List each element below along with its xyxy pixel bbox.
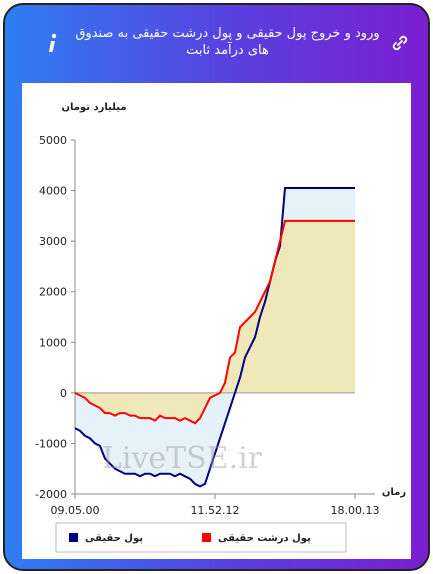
chart-panel: میلیارد تومان زمان -2000 -1000 0 1000 2000 3000… bbox=[22, 83, 411, 559]
y-tick-label: 3000 bbox=[39, 235, 67, 248]
watermark: LiveTSE.ir bbox=[102, 441, 263, 476]
y-tick-label: 5000 bbox=[39, 134, 67, 147]
series-area bbox=[75, 220, 355, 424]
x-tick-label: 11.52.12 bbox=[191, 504, 240, 517]
legend-swatch bbox=[69, 533, 78, 542]
link-icon[interactable] bbox=[390, 33, 410, 53]
legend-label: پول حقیقی bbox=[85, 533, 143, 544]
y-tick-label: 1000 bbox=[39, 336, 67, 349]
chart-title: ورود و خروج پول حقیقی و پول درشت حقیقی ب… bbox=[75, 26, 380, 58]
x-axis-label: زمان bbox=[382, 487, 406, 498]
y-tick-label: 0 bbox=[60, 387, 67, 400]
legend-swatch bbox=[202, 533, 211, 542]
y-tick-label: 4000 bbox=[39, 185, 67, 198]
legend-label: پول درشت حقیقی bbox=[218, 533, 311, 544]
y-tick-label: -1000 bbox=[35, 437, 67, 450]
legend-box bbox=[55, 522, 347, 553]
y-tick-label: 2000 bbox=[39, 286, 67, 299]
series-line bbox=[74, 187, 355, 488]
info-icon[interactable] bbox=[41, 31, 65, 55]
card: ورود و خروج پول حقیقی و پول درشت حقیقی ب… bbox=[3, 3, 430, 571]
series-line bbox=[74, 219, 355, 425]
x-tick-label: 18.00.13 bbox=[331, 504, 380, 517]
header: ورود و خروج پول حقیقی و پول درشت حقیقی ب… bbox=[5, 5, 428, 81]
x-tick-label: 09.05.00 bbox=[51, 504, 100, 517]
chart: میلیارد تومان زمان -2000 -1000 0 1000 2000 3000… bbox=[35, 102, 406, 553]
y-tick-label: -2000 bbox=[35, 488, 67, 501]
y-axis-label: میلیارد تومان bbox=[61, 102, 126, 113]
